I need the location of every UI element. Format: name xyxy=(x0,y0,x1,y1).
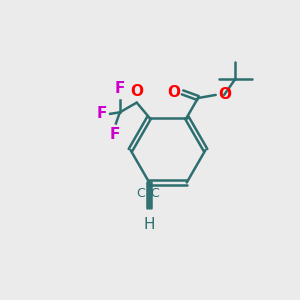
Text: F: F xyxy=(96,106,106,121)
Text: C: C xyxy=(136,187,145,200)
Text: O: O xyxy=(130,84,143,99)
Text: C: C xyxy=(151,187,160,200)
Text: O: O xyxy=(219,87,232,102)
Text: F: F xyxy=(115,81,125,96)
Text: F: F xyxy=(109,127,120,142)
Text: H: H xyxy=(143,217,155,232)
Text: O: O xyxy=(167,85,180,100)
